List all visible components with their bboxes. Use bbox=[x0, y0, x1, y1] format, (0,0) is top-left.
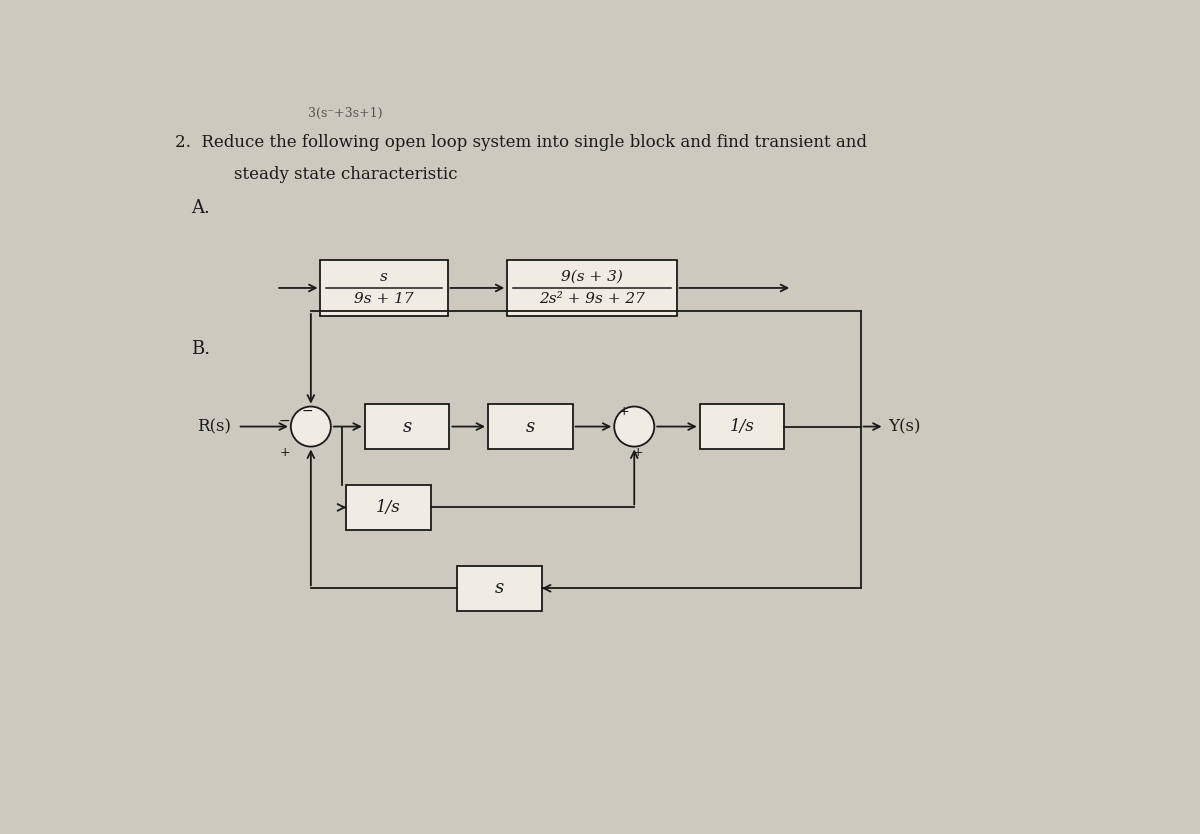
Text: s: s bbox=[494, 580, 504, 597]
FancyBboxPatch shape bbox=[320, 260, 448, 316]
Text: 3(s⁻+3s+1): 3(s⁻+3s+1) bbox=[308, 107, 383, 120]
Circle shape bbox=[614, 406, 654, 446]
Text: +: + bbox=[619, 404, 630, 418]
Text: −: − bbox=[278, 414, 290, 428]
Text: steady state characteristic: steady state characteristic bbox=[234, 166, 457, 183]
Text: +: + bbox=[280, 446, 290, 460]
Circle shape bbox=[290, 406, 331, 446]
Text: 2.  Reduce the following open loop system into single block and find transient a: 2. Reduce the following open loop system… bbox=[174, 134, 866, 151]
FancyBboxPatch shape bbox=[457, 566, 542, 610]
FancyBboxPatch shape bbox=[347, 485, 431, 530]
Text: 9(s + 3): 9(s + 3) bbox=[560, 270, 623, 284]
Text: +: + bbox=[632, 446, 643, 460]
Text: −: − bbox=[301, 404, 313, 418]
FancyBboxPatch shape bbox=[700, 404, 785, 449]
FancyBboxPatch shape bbox=[365, 404, 450, 449]
Text: A.: A. bbox=[192, 199, 210, 218]
Text: 9s + 17: 9s + 17 bbox=[354, 292, 414, 306]
Text: Y(s): Y(s) bbox=[888, 418, 920, 435]
Text: s: s bbox=[402, 418, 412, 435]
Text: s: s bbox=[526, 418, 535, 435]
Text: 1/s: 1/s bbox=[730, 418, 755, 435]
FancyBboxPatch shape bbox=[488, 404, 572, 449]
FancyBboxPatch shape bbox=[508, 260, 677, 316]
Text: 1/s: 1/s bbox=[377, 499, 401, 516]
Text: 2s² + 9s + 27: 2s² + 9s + 27 bbox=[539, 292, 644, 306]
Text: B.: B. bbox=[192, 340, 211, 359]
Text: R(s): R(s) bbox=[198, 418, 232, 435]
Text: s: s bbox=[380, 270, 388, 284]
